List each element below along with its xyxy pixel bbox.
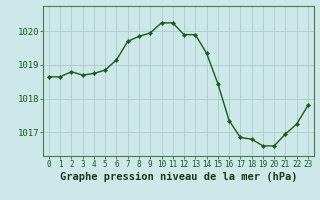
- X-axis label: Graphe pression niveau de la mer (hPa): Graphe pression niveau de la mer (hPa): [60, 172, 297, 182]
